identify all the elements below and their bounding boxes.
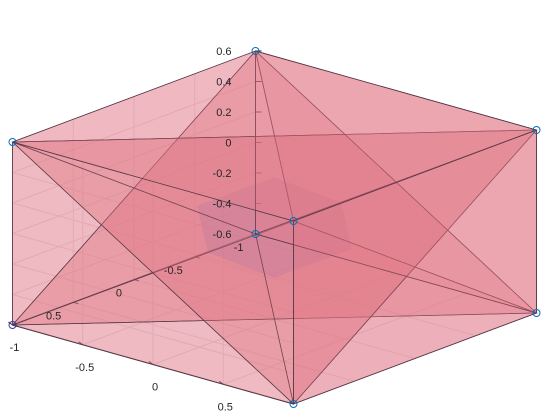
z-tick-label: 0.4	[216, 77, 231, 89]
x-tick-label: -1	[10, 342, 20, 354]
grid-line	[12, 172, 256, 265]
x-tick-label: -0.5	[75, 362, 94, 374]
vertex-marker	[289, 217, 298, 225]
vertex-marker	[251, 47, 260, 55]
z-tick-label: 0	[225, 138, 231, 150]
grid-line	[12, 111, 256, 204]
inner-octahedron-face	[197, 177, 342, 206]
tick-labels: -0.6 -0.4 -0.2 0 0.2 0.4 0.6 -1 -0.5 0 0.5 1 -1 -0.5 0…	[0, 46, 244, 413]
inner-octahedron-face	[197, 205, 275, 278]
vertex-marker	[8, 321, 17, 329]
x-tick-label: 0.5	[218, 401, 233, 413]
vertex-marker	[532, 126, 541, 134]
y-tick-label: -1	[234, 242, 244, 254]
grid-line	[12, 202, 294, 283]
inner-octahedron-face	[207, 249, 352, 278]
z-tick-label: 0.6	[216, 46, 231, 58]
inner-octahedron-face	[207, 177, 352, 253]
vertex-marker	[289, 400, 298, 408]
y-tick-label: 0.5	[46, 310, 61, 322]
grid-line	[73, 301, 355, 382]
vertex-markers	[8, 47, 541, 408]
z-tick-label: -0.6	[213, 229, 232, 241]
inner-octahedron-face	[274, 177, 352, 250]
inner-octahedron-face	[197, 202, 342, 278]
polyhedron	[11, 49, 538, 406]
y-tick-label: 0	[116, 288, 122, 300]
x-tick-label: 0	[152, 382, 158, 394]
vertex-marker	[251, 230, 260, 238]
x-tick-mark	[8, 321, 13, 326]
z-tick-label: 0.2	[216, 107, 231, 119]
y-tick-label: -0.5	[164, 265, 183, 277]
vertex-marker	[8, 138, 17, 146]
grid-line	[194, 256, 476, 337]
vertex-marker	[532, 309, 541, 317]
y-tick-label: 1	[0, 333, 1, 345]
z-tick-label: -0.4	[213, 199, 232, 211]
z-tick-label: -0.2	[213, 168, 232, 180]
cube-front-face	[11, 50, 538, 222]
